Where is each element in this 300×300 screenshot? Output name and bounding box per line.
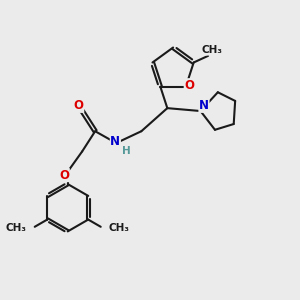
Text: N: N (110, 135, 120, 148)
Text: CH₃: CH₃ (202, 45, 223, 55)
Text: O: O (184, 79, 194, 92)
Text: N: N (199, 99, 209, 112)
Text: O: O (59, 169, 69, 182)
Text: H: H (122, 146, 130, 156)
Text: CH₃: CH₃ (109, 223, 130, 233)
Text: CH₃: CH₃ (6, 223, 27, 233)
Text: O: O (74, 99, 84, 112)
